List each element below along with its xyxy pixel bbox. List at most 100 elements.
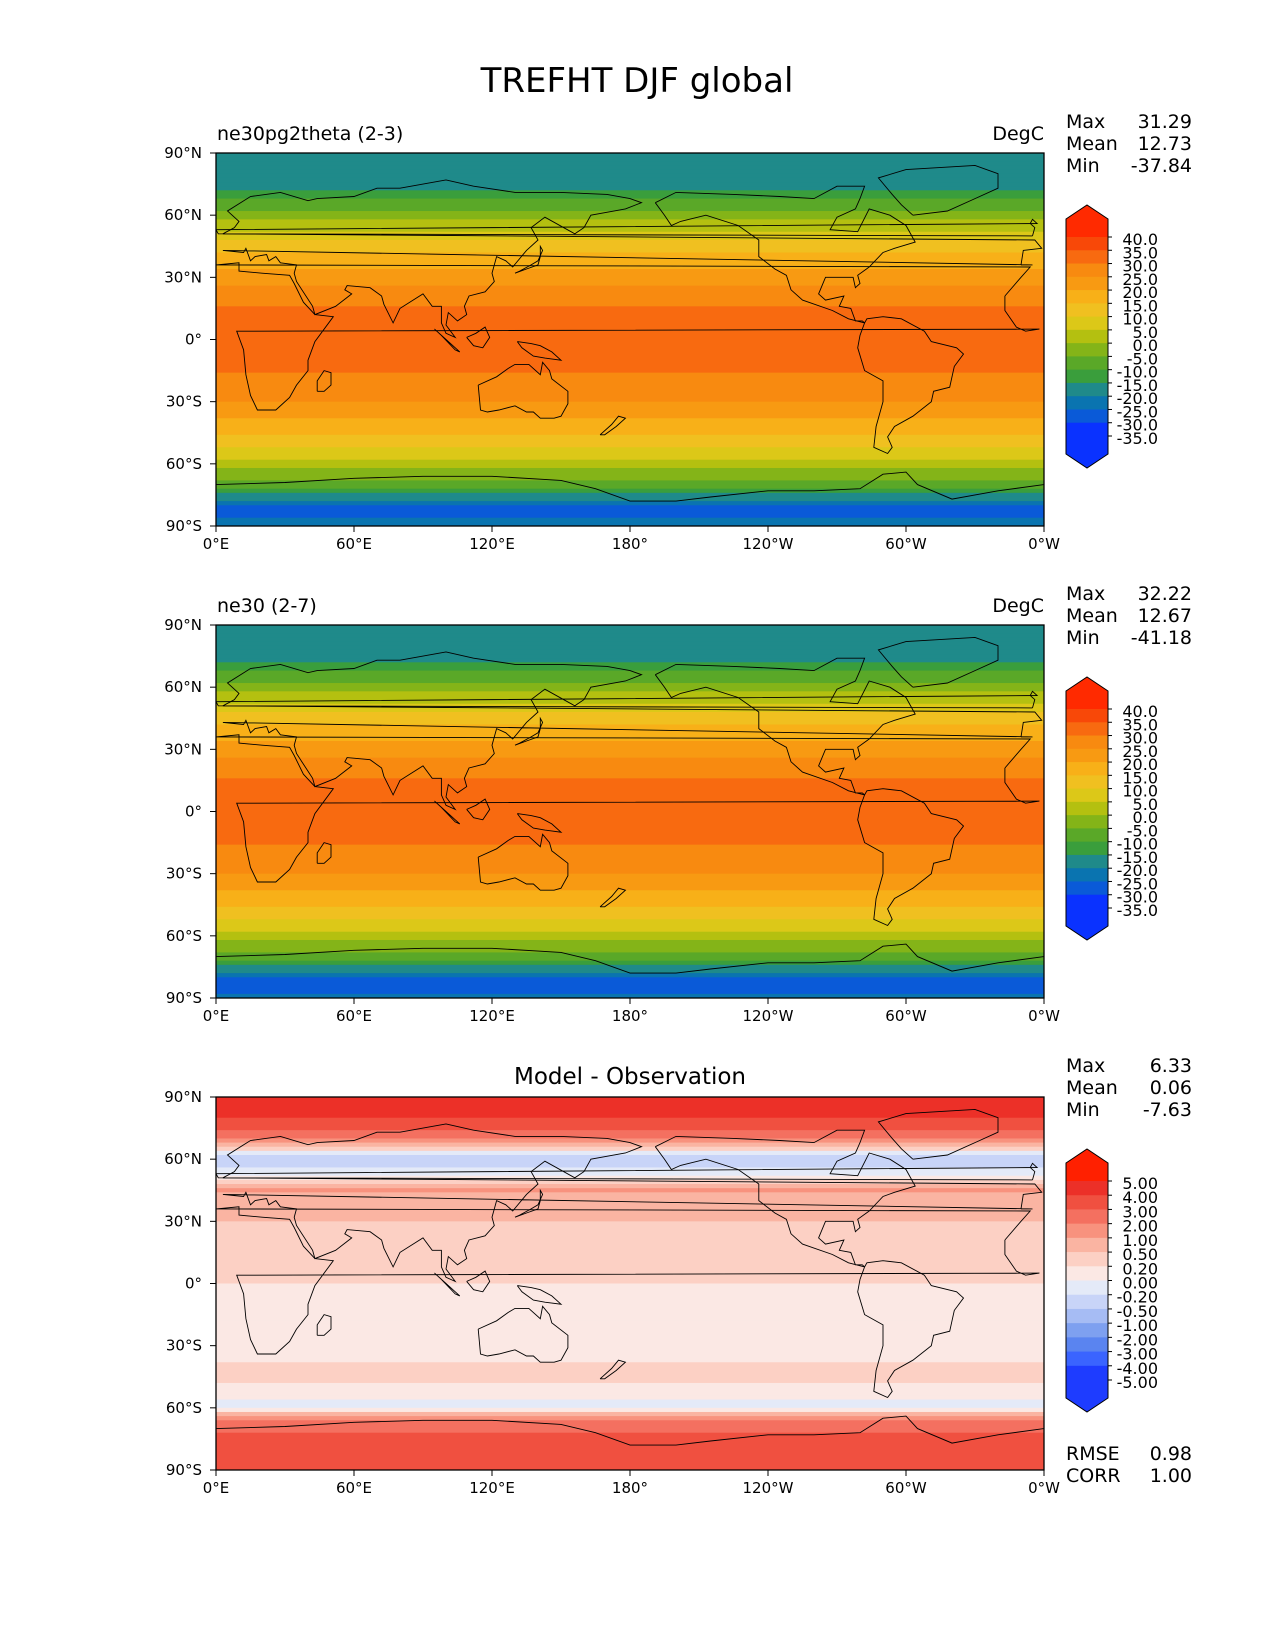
field-band [216, 1457, 1044, 1463]
field-band [216, 1204, 1044, 1210]
field-band [216, 426, 1044, 432]
coastline [216, 262, 1040, 411]
field-band [216, 894, 1044, 900]
field-band [216, 989, 1044, 995]
field-band [216, 1424, 1044, 1430]
stat-label: Min [1066, 627, 1100, 649]
field-band [216, 1150, 1044, 1156]
colorbar-segment [1066, 868, 1108, 882]
field-band [216, 952, 1044, 958]
colorbar-label: 30.0 [1122, 729, 1158, 748]
field-band [216, 389, 1044, 394]
colorbar-label: 4.00 [1122, 1188, 1158, 1207]
colorbar-label: 2.00 [1122, 1217, 1158, 1236]
stat-label: CORR [1066, 1465, 1121, 1487]
colorbar-segment [1066, 329, 1108, 344]
field-band [216, 211, 1044, 216]
stat-value: -7.63 [1143, 1099, 1192, 1121]
map-area [216, 1097, 1044, 1470]
field-band [216, 840, 1044, 846]
field-band [216, 944, 1044, 949]
field-band [216, 819, 1044, 825]
field-band [216, 1399, 1044, 1405]
field-band [216, 496, 1044, 502]
field-band [216, 1155, 1044, 1160]
field-band [216, 1266, 1044, 1272]
colorbar: 40.035.030.025.020.015.010.05.00.0-5.0-1… [1065, 676, 1158, 941]
field-band [216, 318, 1044, 324]
x-tick-label: 0°E [203, 1479, 230, 1497]
colorbar-segment [1066, 1351, 1108, 1367]
field-band [216, 956, 1044, 962]
field-band [216, 919, 1044, 924]
field-band [216, 803, 1044, 808]
colorbar-label: -10.0 [1117, 835, 1158, 854]
coastline [516, 1285, 563, 1305]
field-band [216, 977, 1044, 983]
colorbar-label: -3.00 [1117, 1345, 1158, 1364]
field-band [216, 886, 1044, 891]
stat-value: 1.00 [1150, 1465, 1192, 1487]
field-band [216, 1250, 1044, 1256]
field-band [216, 169, 1044, 175]
colorbar-label: -25.0 [1117, 402, 1158, 421]
field-band [216, 1171, 1044, 1177]
x-tick-label: 0°E [203, 535, 230, 553]
field-band [216, 418, 1044, 423]
coastline [466, 1270, 491, 1293]
field-band [216, 910, 1044, 916]
field-band [216, 1105, 1044, 1111]
field-band [216, 227, 1044, 233]
field-band [216, 1101, 1044, 1106]
field-band [216, 786, 1044, 792]
field-band [216, 1300, 1044, 1305]
field-band [216, 948, 1044, 954]
field-band [216, 861, 1044, 866]
field-band [216, 343, 1044, 349]
field-band [216, 1378, 1044, 1384]
stat-label: Min [1066, 1099, 1100, 1121]
field-band [216, 206, 1044, 212]
field-band [216, 467, 1044, 473]
colorbar-label: 5.0 [1133, 323, 1158, 342]
coastline [316, 1314, 332, 1336]
field-band [216, 281, 1044, 287]
field-band [216, 1416, 1044, 1421]
x-tick-label: 60°W [885, 1007, 927, 1025]
field-band [216, 364, 1044, 370]
field-band [216, 716, 1044, 721]
coastline [514, 716, 544, 746]
x-tick-label: 0°W [1028, 535, 1060, 553]
field-band [216, 409, 1044, 415]
field-band [216, 1345, 1044, 1351]
field-band [216, 451, 1044, 457]
field-band [216, 674, 1044, 680]
field-band [216, 935, 1044, 941]
field-band [216, 782, 1044, 788]
field-band [216, 1117, 1044, 1123]
stat-label: RMSE [1066, 1443, 1120, 1465]
field-band [216, 633, 1044, 639]
field-band [216, 724, 1044, 730]
field-band [216, 182, 1044, 187]
field-band [216, 770, 1044, 775]
coastline [466, 326, 491, 349]
colorbar-segment [1066, 237, 1108, 251]
x-tick-label: 60°E [336, 1479, 372, 1497]
stat-label: Max [1066, 583, 1105, 605]
field-band [216, 915, 1044, 920]
stat-label: Max [1066, 1055, 1105, 1077]
x-tick-label: 120°W [743, 1479, 794, 1497]
coastline [877, 636, 999, 688]
field-band [216, 231, 1044, 237]
field-band [216, 1175, 1044, 1181]
coastline [222, 179, 1043, 339]
field-band [216, 807, 1044, 813]
coastline [877, 1108, 999, 1160]
field-band [216, 811, 1044, 817]
field-band [216, 385, 1044, 390]
colorbar-segment [1066, 276, 1108, 291]
field-band [216, 198, 1044, 204]
field-band [216, 244, 1044, 249]
field-band [216, 1271, 1044, 1276]
